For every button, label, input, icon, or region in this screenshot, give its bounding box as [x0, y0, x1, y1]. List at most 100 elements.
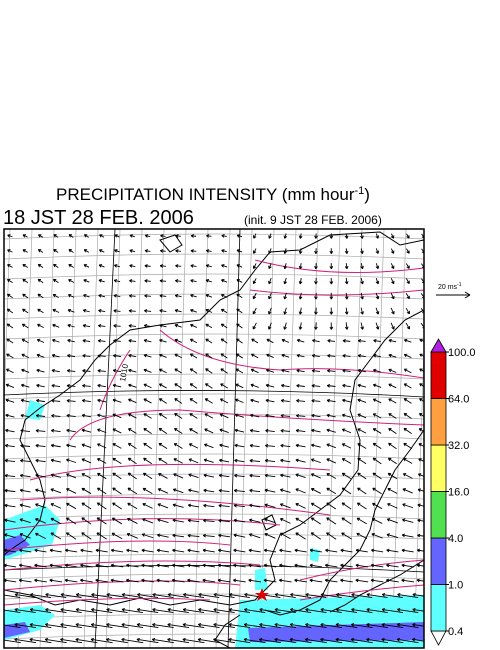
wind-arrow — [253, 233, 257, 239]
wind-arrow — [64, 578, 78, 583]
wind-arrow — [98, 249, 105, 253]
wind-arrow — [96, 517, 107, 525]
wind-arrow — [66, 517, 77, 525]
wind-arrow — [366, 622, 388, 629]
wind-arrow — [418, 458, 424, 462]
wind-arrow — [190, 249, 197, 253]
wind-arrow — [111, 532, 123, 540]
wind-arrow — [128, 339, 137, 343]
wind-arrow — [141, 563, 154, 568]
wind-arrow — [5, 398, 15, 403]
wind-arrow — [233, 518, 246, 523]
wind-arrow — [381, 637, 404, 644]
wind-arrow — [35, 503, 46, 509]
wind-arrow — [309, 548, 322, 553]
wind-scale-exponent: -1 — [457, 282, 462, 288]
wind-arrow — [403, 368, 412, 374]
wind-arrow — [280, 413, 290, 418]
wind-arrow — [20, 398, 30, 403]
wind-arrow — [126, 532, 138, 539]
wind-arrow — [217, 578, 231, 583]
wind-arrow — [397, 592, 419, 599]
wind-arrow — [417, 533, 424, 538]
wind-arrow — [142, 472, 153, 480]
wind-arrow — [34, 578, 47, 583]
wind-arrow — [35, 413, 46, 418]
wind-arrow — [14, 607, 36, 614]
wind-arrow — [172, 503, 184, 508]
wind-arrow — [51, 368, 60, 373]
wind-arrow — [4, 609, 21, 614]
wind-arrow — [252, 322, 257, 330]
wind-arrow — [143, 353, 152, 358]
wind-arrow — [97, 428, 107, 434]
wind-arrow — [22, 278, 29, 284]
wind-arrow — [129, 279, 136, 283]
wind-arrow — [52, 308, 60, 313]
wind-arrow — [60, 622, 82, 629]
wind-arrow — [396, 622, 419, 629]
wind-arrow — [129, 264, 136, 268]
meridian — [347, 229, 363, 648]
wind-arrow — [342, 398, 351, 403]
wind-arrow — [329, 307, 334, 315]
wind-arrow — [5, 428, 15, 433]
wind-arrow — [375, 292, 380, 300]
wind-arrow — [127, 487, 138, 495]
wind-arrow — [205, 353, 213, 359]
wind-arrow — [341, 428, 352, 434]
wind-arrow — [113, 279, 121, 283]
wind-arrow — [416, 548, 424, 553]
wind-arrow — [283, 292, 287, 300]
wind-arrow — [372, 502, 383, 510]
wind-arrow — [283, 277, 287, 285]
wind-arrow — [182, 637, 205, 644]
wind-arrow — [174, 353, 182, 359]
wind-arrow — [405, 292, 410, 300]
wind-arrow — [259, 607, 281, 614]
wind-arrow — [37, 234, 44, 238]
wind-arrow — [218, 503, 230, 508]
wind-arrow — [126, 548, 139, 553]
wind-arrow — [249, 473, 260, 478]
wind-arrow — [4, 533, 16, 539]
wind-arrow — [342, 354, 351, 358]
wind-arrow — [341, 532, 352, 540]
wind-arrow — [233, 533, 246, 538]
wind-arrow — [197, 637, 220, 644]
wind-arrow — [66, 458, 77, 463]
wind-arrow — [390, 248, 395, 254]
parallel — [4, 233, 424, 240]
wind-arrow — [175, 279, 182, 283]
wind-arrow — [283, 233, 288, 239]
wind-arrow — [37, 263, 44, 268]
wind-arrow — [342, 339, 351, 343]
wind-arrow — [189, 398, 198, 404]
wind-arrow — [264, 518, 276, 524]
wind-arrow — [401, 548, 414, 553]
wind-arrow — [174, 368, 182, 374]
wind-arrow — [202, 548, 215, 553]
wind-arrow — [419, 338, 424, 343]
wind-arrow — [187, 503, 200, 508]
wind-arrow — [280, 458, 291, 463]
wind-arrow — [141, 548, 154, 553]
wind-arrow — [248, 563, 261, 568]
wind-arrow — [249, 488, 261, 493]
wind-arrow — [357, 398, 367, 403]
wind-arrow — [127, 428, 137, 434]
wind-arrow — [390, 233, 395, 239]
wind-arrow — [19, 533, 31, 539]
wind-arrow — [174, 323, 182, 328]
wind-arrow — [344, 277, 349, 285]
wind-arrow — [311, 443, 321, 448]
wind-arrow — [406, 233, 410, 239]
wind-arrow — [296, 353, 305, 358]
wind-arrow — [279, 517, 291, 524]
wind-arrow — [112, 413, 122, 419]
wind-arrow — [221, 279, 228, 283]
wind-arrow — [329, 248, 334, 254]
wind-arrow — [187, 533, 200, 538]
site-marker — [255, 588, 269, 601]
wind-arrow — [251, 338, 259, 344]
